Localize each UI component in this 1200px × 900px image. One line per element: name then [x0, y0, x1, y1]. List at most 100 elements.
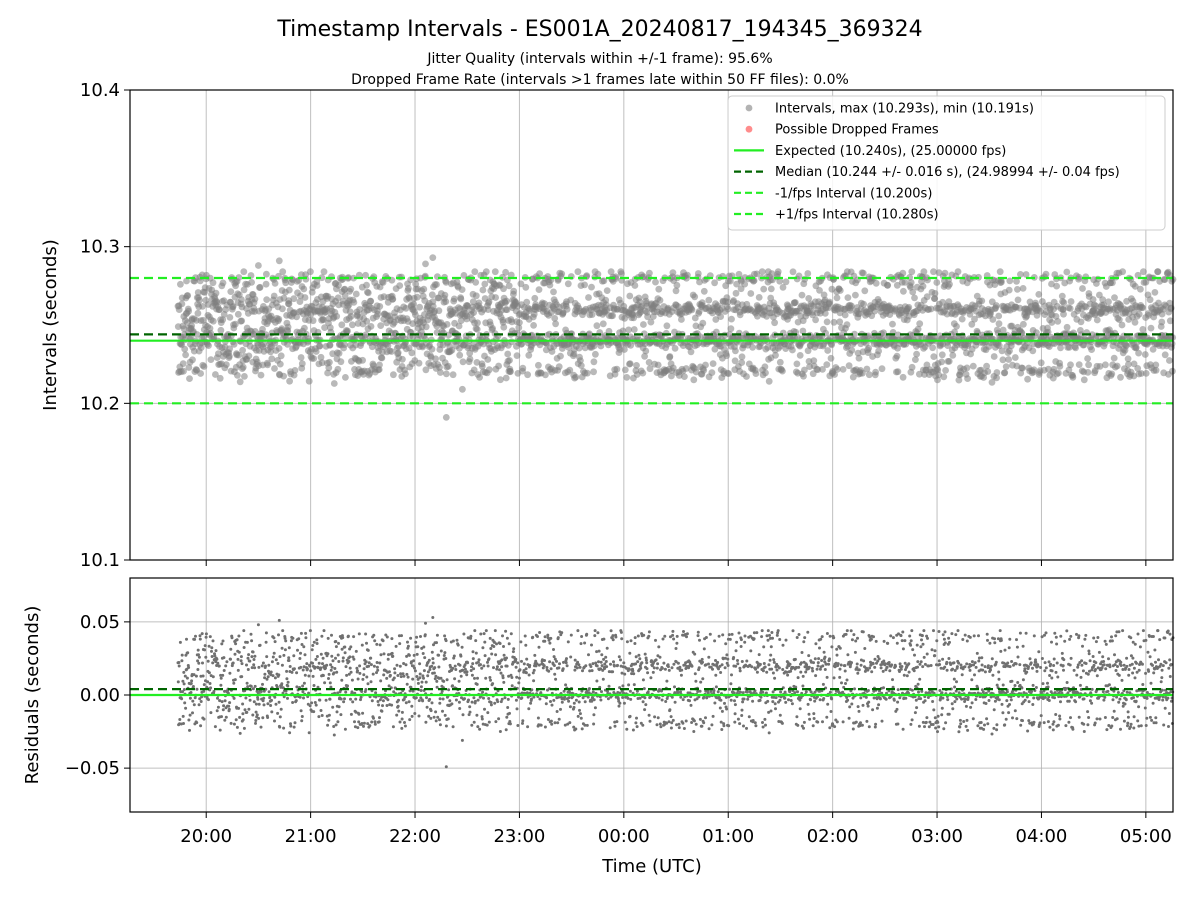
residual-point	[182, 682, 186, 686]
residual-point	[287, 659, 291, 662]
residual-point	[473, 676, 476, 680]
residual-point	[402, 674, 406, 678]
interval-point	[590, 368, 597, 376]
interval-point	[476, 374, 483, 381]
interval-point	[270, 292, 278, 300]
residual-point	[278, 715, 282, 719]
interval-point	[1089, 296, 1097, 303]
residual-point	[503, 696, 507, 700]
residual-point	[232, 722, 236, 726]
residual-point	[413, 669, 417, 673]
residual-point	[520, 659, 523, 663]
residual-point	[215, 709, 219, 713]
residual-point	[357, 712, 361, 716]
residual-point	[213, 654, 217, 658]
residual-point	[199, 674, 203, 678]
interval-point	[630, 326, 638, 333]
interval-point	[405, 285, 412, 292]
residual-point	[259, 725, 263, 729]
residual-point	[643, 652, 647, 656]
residual-point	[236, 668, 240, 672]
residual-point	[324, 666, 327, 670]
residual-point	[314, 703, 318, 707]
interval-point	[931, 295, 939, 302]
residual-point	[197, 703, 201, 707]
interval-point	[363, 281, 370, 289]
interval-point	[1048, 280, 1055, 288]
interval-point	[1132, 344, 1140, 351]
residual-point	[416, 645, 420, 649]
residual-point	[214, 660, 218, 664]
interval-point	[410, 300, 417, 308]
legend-dropped-marker	[745, 125, 753, 133]
interval-point	[495, 362, 502, 370]
residual-point	[330, 665, 334, 669]
interval-point	[212, 289, 220, 297]
residual-point	[485, 723, 489, 727]
residual-point	[419, 689, 423, 692]
residual-point	[665, 721, 669, 725]
interval-point	[645, 359, 653, 366]
interval-point	[626, 360, 634, 367]
residual-point	[312, 710, 316, 714]
residual-point	[279, 707, 283, 711]
interval-point	[457, 295, 465, 303]
interval-point	[823, 318, 831, 326]
interval-point	[484, 356, 492, 363]
residual-point	[508, 711, 511, 715]
interval-point	[929, 344, 936, 352]
residual-point	[196, 648, 200, 652]
residual-point	[622, 701, 626, 705]
interval-point	[341, 341, 348, 348]
residual-point	[480, 666, 484, 670]
residual-point	[643, 696, 647, 700]
residual-point	[588, 669, 592, 673]
interval-point	[1145, 312, 1152, 319]
residual-point	[437, 665, 441, 669]
residual-point	[289, 639, 293, 643]
residual-point	[274, 702, 278, 706]
interval-point	[1130, 372, 1138, 380]
residual-point	[556, 636, 560, 640]
residual-point	[360, 643, 364, 647]
interval-point	[872, 279, 880, 287]
residual-point	[231, 661, 235, 665]
residual-point	[546, 636, 550, 640]
residual-point	[509, 673, 513, 677]
residual-point	[587, 687, 591, 691]
residual-point	[353, 725, 357, 729]
residual-point	[523, 634, 527, 638]
residual-point	[380, 709, 384, 713]
residual-point	[362, 673, 366, 677]
residual-point	[565, 657, 568, 661]
residual-point	[479, 663, 482, 667]
interval-point	[235, 351, 243, 359]
residual-point	[203, 644, 207, 648]
residual-point	[602, 637, 606, 641]
residual-point	[626, 696, 630, 700]
interval-point	[933, 279, 941, 286]
residual-point	[628, 651, 632, 655]
interval-point	[1099, 296, 1107, 303]
residual-point	[476, 725, 480, 729]
interval-point	[219, 279, 227, 287]
residual-point	[310, 701, 314, 705]
interval-point	[459, 385, 466, 393]
residual-point	[263, 672, 267, 676]
residual-point	[536, 635, 539, 638]
residual-point	[473, 699, 477, 703]
residual-point	[524, 643, 528, 647]
residual-point	[374, 691, 378, 695]
residual-point	[438, 701, 442, 705]
interval-point	[1013, 278, 1020, 285]
interval-point	[1065, 366, 1073, 374]
residual-point	[656, 716, 660, 720]
residual-point	[295, 685, 299, 689]
interval-point	[259, 325, 266, 333]
interval-point	[764, 344, 772, 351]
residual-point	[176, 680, 180, 684]
residual-point	[326, 723, 330, 727]
residual-point	[640, 661, 644, 665]
interval-point	[344, 327, 351, 335]
residual-point	[188, 713, 192, 717]
